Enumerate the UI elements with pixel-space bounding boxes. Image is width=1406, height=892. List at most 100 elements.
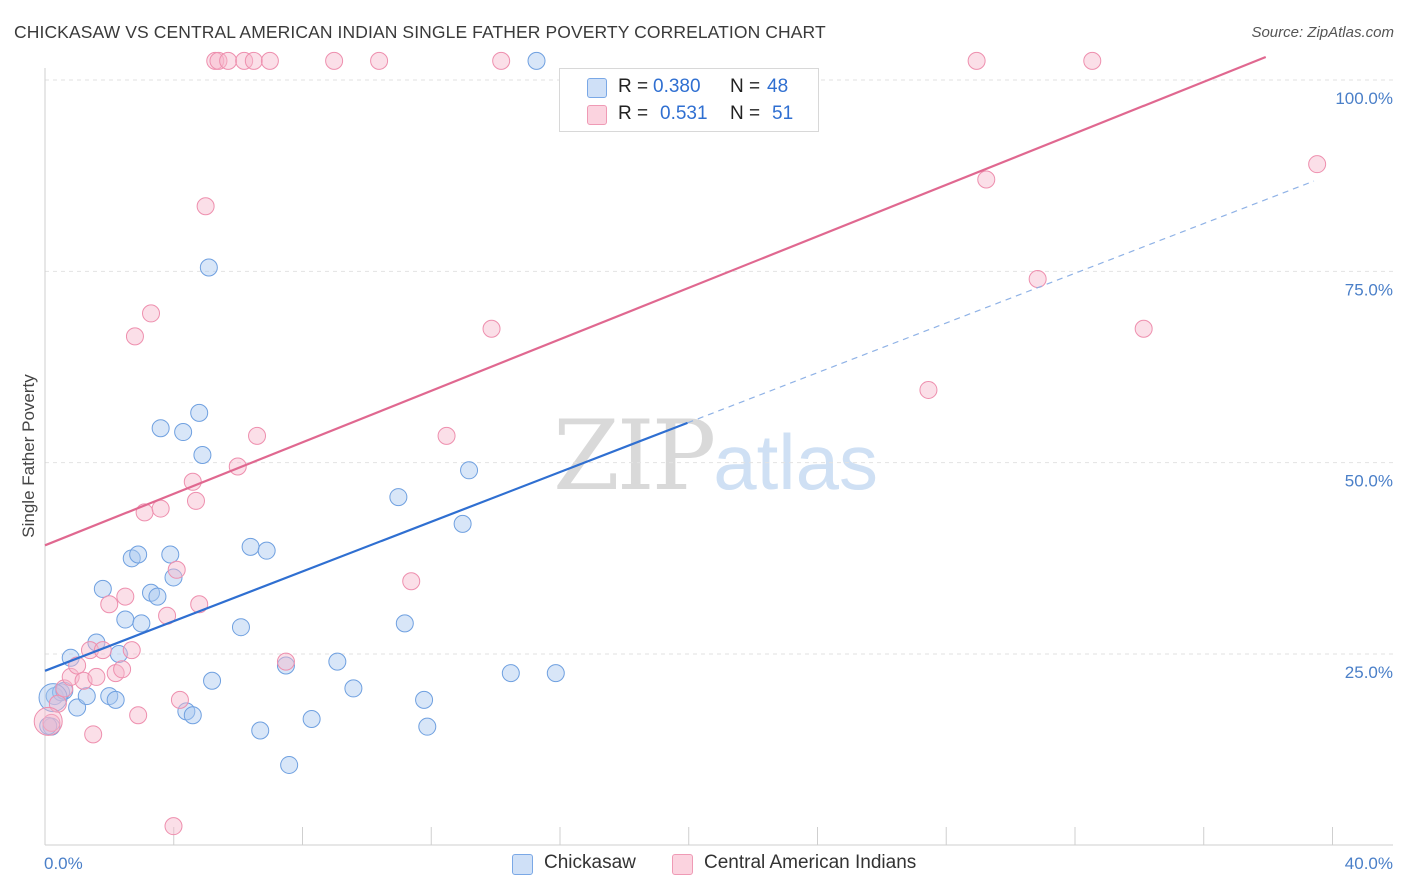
central-american-point bbox=[122, 641, 141, 660]
chickasaw-point bbox=[129, 545, 148, 564]
central-american-point bbox=[142, 304, 161, 323]
chickasaw-point bbox=[39, 716, 58, 735]
central-american-trend-line bbox=[44, 56, 1267, 547]
central-american-point bbox=[482, 319, 501, 338]
chickasaw-point bbox=[151, 419, 170, 438]
x-tick-label: 40.0% bbox=[1345, 854, 1393, 873]
chickasaw-point bbox=[257, 541, 276, 560]
chickasaw-point bbox=[106, 690, 125, 709]
bottom-legend-swatch bbox=[512, 854, 533, 875]
y-tick-label: 75.0% bbox=[1345, 280, 1393, 299]
chickasaw-point bbox=[190, 403, 209, 422]
central-american-point bbox=[437, 426, 456, 445]
chickasaw-point bbox=[460, 461, 479, 480]
chickasaw-point bbox=[183, 706, 202, 725]
central-american-point bbox=[196, 197, 215, 216]
x-tick-label: 0.0% bbox=[44, 854, 83, 873]
y-tick-label: 100.0% bbox=[1335, 89, 1393, 108]
watermark-zip: ZIP bbox=[553, 400, 716, 512]
central-american-point bbox=[55, 679, 74, 698]
central-american-point bbox=[276, 652, 295, 671]
central-american-point bbox=[84, 725, 103, 744]
legend-r-label: R = bbox=[618, 103, 649, 124]
chickasaw-point bbox=[193, 445, 212, 464]
legend-row-central-american: R = 0.531 N = 51 bbox=[560, 102, 818, 126]
correlation-legend: R = 0.380 N = 48 R = 0.531 N = 51 bbox=[559, 68, 819, 132]
central-american-point bbox=[919, 380, 938, 399]
chickasaw-point bbox=[344, 679, 363, 698]
central-american-point bbox=[87, 667, 106, 686]
central-american-point bbox=[190, 595, 209, 614]
central-american-point bbox=[167, 560, 186, 579]
bottom-legend-label: Central American Indians bbox=[704, 852, 917, 873]
watermark-atlas: atlas bbox=[713, 418, 878, 506]
legend-r-value: 0.380 bbox=[653, 76, 701, 97]
central-american-point bbox=[967, 51, 986, 70]
chickasaw-point bbox=[389, 488, 408, 507]
central-american-point bbox=[1083, 51, 1102, 70]
source-label: Source: ZipAtlas.com bbox=[1251, 24, 1394, 41]
bottom-legend-label: Chickasaw bbox=[544, 852, 636, 873]
central-american-point bbox=[186, 491, 205, 510]
watermark: ZIPatlas bbox=[553, 400, 878, 512]
central-american-point bbox=[129, 706, 148, 725]
legend-swatch-chickasaw bbox=[587, 78, 607, 98]
chickasaw-point bbox=[527, 51, 546, 70]
chickasaw-point bbox=[148, 587, 167, 606]
chickasaw-trend-line bbox=[44, 421, 688, 672]
chickasaw-point bbox=[251, 721, 270, 740]
central-american-point bbox=[116, 587, 135, 606]
y-tick-label: 25.0% bbox=[1345, 663, 1393, 682]
y-axis-label: Single Father Poverty bbox=[19, 374, 38, 538]
chickasaw-point bbox=[161, 545, 180, 564]
legend-n-value: 48 bbox=[767, 76, 789, 97]
chickasaw-point bbox=[453, 514, 472, 533]
legend-n-label: N = bbox=[730, 103, 761, 124]
central-american-point bbox=[235, 51, 254, 70]
chickasaw-point bbox=[231, 618, 250, 637]
y-tick-label: 50.0% bbox=[1345, 472, 1393, 491]
legend-n-value: 51 bbox=[772, 103, 794, 124]
central-american-point bbox=[209, 51, 228, 70]
chickasaw-point bbox=[395, 614, 414, 633]
chickasaw-point bbox=[38, 683, 68, 713]
chickasaw-point bbox=[116, 610, 135, 629]
chickasaw-point bbox=[276, 656, 295, 675]
legend-swatch-central-american bbox=[587, 105, 607, 125]
central-american-point bbox=[492, 51, 511, 70]
chickasaw-point bbox=[68, 698, 87, 717]
chickasaw-point bbox=[241, 537, 260, 556]
central-american-point bbox=[151, 499, 170, 518]
chart-title: CHICKASAW VS CENTRAL AMERICAN INDIAN SIN… bbox=[14, 22, 826, 42]
legend-r-label: R = bbox=[618, 76, 649, 97]
central-american-point bbox=[370, 51, 389, 70]
chickasaw-point bbox=[280, 755, 299, 774]
central-american-point bbox=[164, 817, 183, 836]
central-american-point bbox=[244, 51, 263, 70]
chickasaw-point bbox=[174, 423, 193, 442]
chickasaw-point bbox=[415, 690, 434, 709]
central-american-point bbox=[33, 706, 63, 736]
bottom-legend-swatch bbox=[672, 854, 693, 875]
legend-r-value: 0.531 bbox=[660, 103, 708, 124]
legend-n-label: N = bbox=[730, 76, 761, 97]
chickasaw-point bbox=[501, 664, 520, 683]
chickasaw-point bbox=[546, 664, 565, 683]
central-american-point bbox=[113, 660, 132, 679]
chickasaw-point bbox=[199, 258, 218, 277]
central-american-point bbox=[219, 51, 238, 70]
central-american-point bbox=[100, 595, 119, 614]
chickasaw-trend-extension bbox=[687, 180, 1315, 424]
chickasaw-point bbox=[132, 614, 151, 633]
central-american-point bbox=[260, 51, 279, 70]
legend-row-chickasaw: R = 0.380 N = 48 bbox=[560, 75, 818, 99]
central-american-point bbox=[248, 426, 267, 445]
chickasaw-point bbox=[77, 687, 96, 706]
central-american-point bbox=[42, 713, 61, 732]
chickasaw-point bbox=[418, 717, 437, 736]
central-american-point bbox=[170, 690, 189, 709]
central-american-point bbox=[125, 327, 144, 346]
chickasaw-point bbox=[203, 671, 222, 690]
central-american-point bbox=[325, 51, 344, 70]
